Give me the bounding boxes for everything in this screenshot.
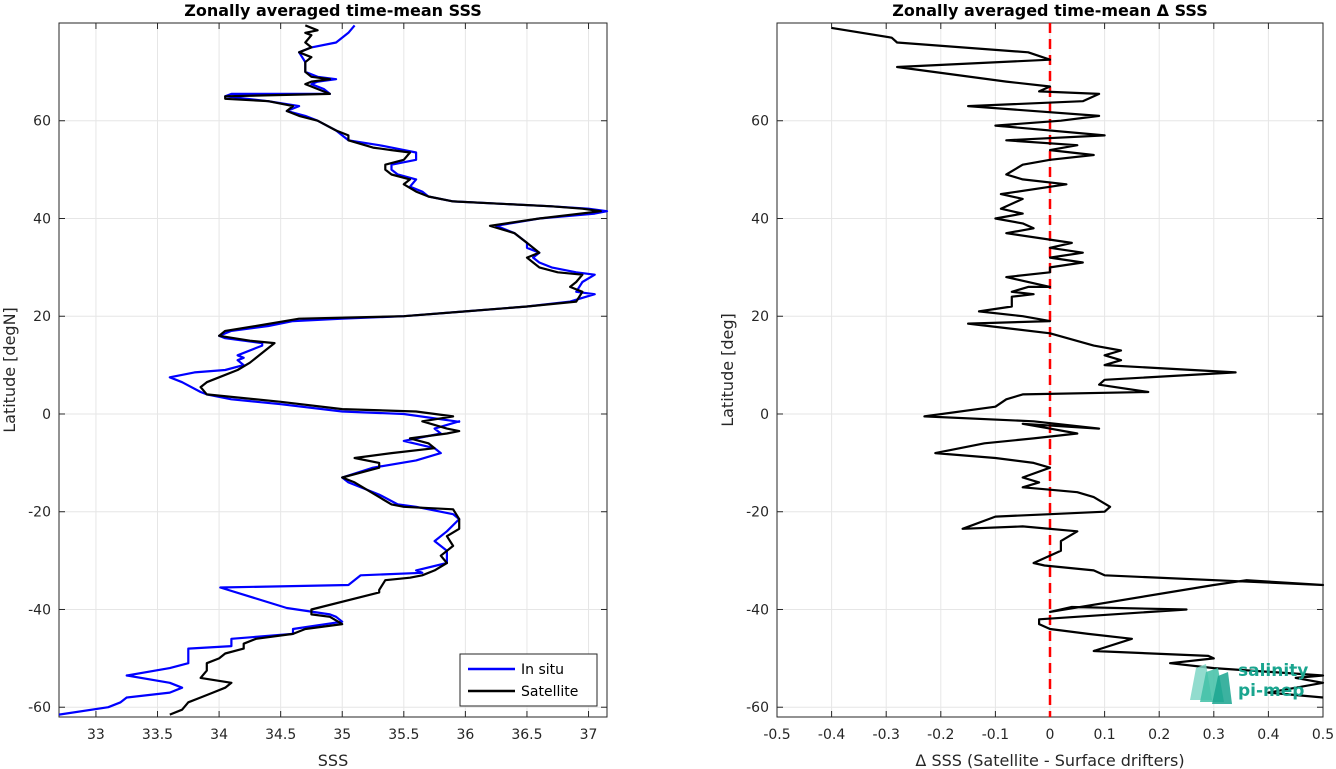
- sss-y-tick-label: -40: [28, 602, 51, 618]
- sss-x-tick-label: 37: [580, 727, 598, 743]
- sss-y-tick-label: -20: [28, 505, 51, 521]
- delta-sss-x-tick-label: 0.3: [1203, 727, 1225, 743]
- sss-grid: [59, 23, 607, 717]
- sss-y-tick-label: 20: [33, 309, 51, 325]
- sss-y-tick-label: -60: [28, 700, 51, 716]
- sss-series: [58, 24, 609, 716]
- sss-y-axis-label: Latitude [degN]: [0, 307, 19, 433]
- delta-sss-y-tick-label: 0: [760, 407, 769, 423]
- delta-sss-x-tick-label: -0.4: [818, 727, 845, 743]
- delta-sss-x-tick-label: -0.5: [763, 727, 790, 743]
- delta-sss-y-tick-label: 40: [751, 211, 769, 227]
- sss-x-axis-label: SSS: [318, 751, 348, 769]
- delta-sss-panel: Zonally averaged time-mean Δ SSS -0.5 -0.…: [718, 1, 1334, 769]
- delta-sss-y-tick-label: 60: [751, 114, 769, 130]
- sss-x-tick-label: 36: [456, 727, 474, 743]
- delta-sss-y-tick-label: -60: [746, 700, 769, 716]
- delta-sss-chart-title: Zonally averaged time-mean Δ SSS: [892, 1, 1208, 20]
- sss-y-tick-label: 40: [33, 211, 51, 227]
- delta-sss-x-tick-label: 0: [1046, 727, 1055, 743]
- sss-legend: In situ Satellite: [459, 653, 598, 707]
- sss-x-tick-label: 34.5: [265, 727, 296, 743]
- delta-sss-x-axis-label: Δ SSS (Satellite - Surface drifters): [915, 751, 1184, 769]
- delta-sss-x-tick-label: 0.1: [1093, 727, 1115, 743]
- legend-label-in-situ: In situ: [521, 662, 564, 678]
- sss-y-tick-label: 60: [33, 114, 51, 130]
- delta-sss-series-line-0: [831, 26, 1325, 699]
- sss-axes-box: [58, 22, 608, 718]
- svg-text:pi-mep: pi-mep: [1238, 681, 1304, 701]
- sss-x-ticks: 33 33.5 34 34.5 35 35.5 36 36.5 37: [87, 23, 597, 743]
- sss-x-tick-label: 33: [87, 727, 105, 743]
- delta-sss-x-tick-label: 0.2: [1148, 727, 1170, 743]
- delta-sss-x-tick-label: 0.5: [1312, 727, 1334, 743]
- legend-label-satellite: Satellite: [521, 684, 578, 700]
- sss-x-tick-label: 33.5: [142, 727, 173, 743]
- delta-sss-y-tick-label: -40: [746, 602, 769, 618]
- sss-y-ticks: -60 -40 -20 0 20 40 60: [28, 114, 607, 716]
- delta-sss-series: [831, 26, 1325, 699]
- sss-x-tick-label: 35: [333, 727, 351, 743]
- sss-x-tick-label: 35.5: [388, 727, 419, 743]
- sss-series-line-satellite: [169, 24, 602, 716]
- legend-box: [459, 653, 598, 707]
- sss-chart-title: Zonally averaged time-mean SSS: [184, 1, 482, 20]
- delta-sss-x-tick-label: 0.4: [1257, 727, 1279, 743]
- delta-sss-x-tick-label: -0.2: [927, 727, 954, 743]
- delta-sss-y-tick-label: -20: [746, 505, 769, 521]
- delta-sss-x-tick-label: -0.3: [873, 727, 900, 743]
- salinity-pi-mep-logo: salinity pi-mep: [1190, 661, 1308, 704]
- sss-x-tick-label: 34: [210, 727, 228, 743]
- sss-x-tick-label: 36.5: [511, 727, 542, 743]
- delta-sss-y-tick-label: 20: [751, 309, 769, 325]
- delta-sss-x-tick-label: -0.1: [982, 727, 1009, 743]
- delta-sss-x-ticks: -0.5 -0.4 -0.3 -0.2 -0.1 0 0.1 0.2 0.3 0.4 0.5: [763, 23, 1334, 743]
- delta-sss-y-axis-label: Latitude [deg]: [718, 313, 737, 427]
- svg-text:salinity: salinity: [1238, 661, 1308, 681]
- sss-y-tick-label: 0: [42, 407, 51, 423]
- sss-panel: Zonally averaged time-mean SSS 33 33.5 34 3…: [0, 1, 609, 769]
- delta-sss-y-ticks: -60 -40 -20 0 20 40 60: [746, 114, 1323, 716]
